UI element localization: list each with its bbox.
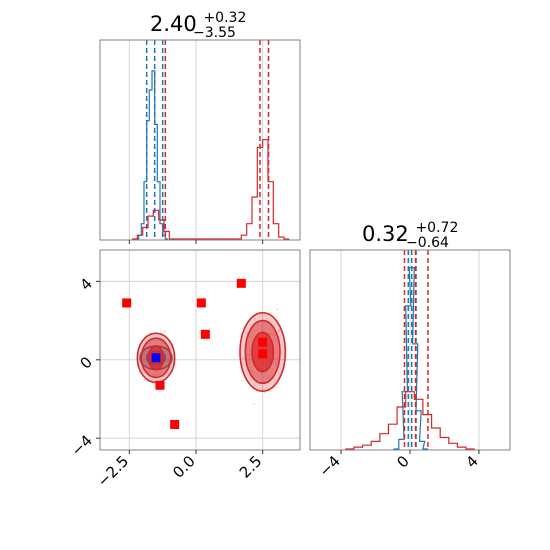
sample-point — [253, 403, 255, 406]
panel-grid — [128, 40, 264, 240]
sample-point — [252, 330, 255, 333]
sample-point — [281, 352, 283, 355]
axis-ticks: −2.5 0.0 2.5 4 0 −4 — [68, 275, 266, 491]
sample-point — [142, 351, 145, 354]
title-param-1: 2.40 +0.32 −3.55 — [150, 3, 253, 41]
sample-point — [163, 330, 166, 333]
y-tick-label: 0 — [77, 353, 96, 372]
sample-point — [273, 380, 276, 383]
x-ticks — [128, 240, 264, 244]
title-plus-error: +0.72 — [415, 220, 458, 236]
sample-point — [248, 362, 251, 364]
truth-marker-blue — [151, 353, 161, 363]
truth-marker — [258, 349, 268, 359]
histogram-area — [132, 40, 290, 240]
panel-frame — [99, 249, 301, 451]
sample-point — [163, 351, 166, 354]
sample-point — [278, 329, 281, 332]
sample-point — [247, 353, 249, 356]
sample-point — [160, 343, 163, 345]
sample-point — [167, 361, 170, 364]
sample-point — [248, 347, 251, 350]
x-tick-label: −2.5 — [94, 452, 132, 490]
sample-point — [269, 332, 271, 335]
sample-point — [261, 376, 264, 379]
sample-point — [274, 333, 276, 336]
sample-point — [250, 369, 253, 372]
sample-point — [157, 374, 160, 377]
sample-point — [263, 391, 266, 394]
sample-point — [248, 350, 251, 353]
truth-marker — [155, 380, 165, 390]
panel-frame — [99, 39, 301, 241]
marginal-panel-param-2: −4 0 4 — [309, 249, 511, 480]
histogram-series — [345, 391, 475, 450]
truth-marker — [200, 329, 210, 339]
marginal-panel-param-1 — [99, 39, 301, 244]
sample-point — [141, 369, 144, 372]
sample-point — [276, 308, 279, 311]
truth-marker — [196, 298, 206, 308]
title-plus-error: +0.32 — [203, 10, 246, 26]
histogram-series — [393, 267, 429, 450]
sample-point — [242, 357, 245, 359]
title-param-2: 0.32 +0.72 −0.64 — [362, 213, 465, 251]
title-minus-error: −0.64 — [406, 235, 449, 251]
truth-marker — [122, 298, 132, 308]
sample-point — [155, 339, 158, 342]
truth-marker — [258, 337, 268, 347]
sample-point — [143, 378, 146, 381]
x-tick-label: 0 — [393, 452, 412, 471]
x-tick-label: 2.5 — [236, 452, 266, 482]
sample-point — [149, 342, 152, 344]
truth-marker — [236, 278, 246, 288]
title-value: 0.32 — [362, 222, 409, 246]
sample-point — [241, 379, 244, 382]
sample-point — [146, 380, 149, 383]
sample-point — [153, 386, 156, 388]
x-tick-label: 0.0 — [169, 452, 199, 482]
histogram-area — [345, 250, 475, 450]
y-tick-label: −4 — [68, 432, 96, 460]
x-tick-label: 4 — [462, 452, 481, 471]
sample-point — [247, 358, 250, 360]
sample-point — [152, 374, 155, 376]
sample-point — [154, 371, 157, 373]
y-tick-label: 4 — [77, 275, 96, 294]
x-tick-label: −4 — [315, 452, 343, 480]
sample-point — [274, 362, 277, 365]
title-value: 2.40 — [150, 12, 197, 36]
sample-point — [273, 357, 276, 360]
sample-point — [267, 376, 269, 379]
sample-point — [264, 322, 267, 325]
title-minus-error: −3.55 — [193, 25, 236, 41]
x-ticks: −4 0 4 — [315, 450, 482, 480]
sample-point — [278, 330, 280, 333]
sample-point — [154, 373, 157, 376]
sample-point — [271, 333, 274, 336]
joint-panel: −2.5 0.0 2.5 4 0 −4 — [68, 249, 301, 491]
scatter-contour-area — [122, 278, 287, 430]
truth-marker — [170, 420, 180, 430]
sample-point — [158, 371, 161, 374]
histogram-series — [132, 139, 290, 240]
